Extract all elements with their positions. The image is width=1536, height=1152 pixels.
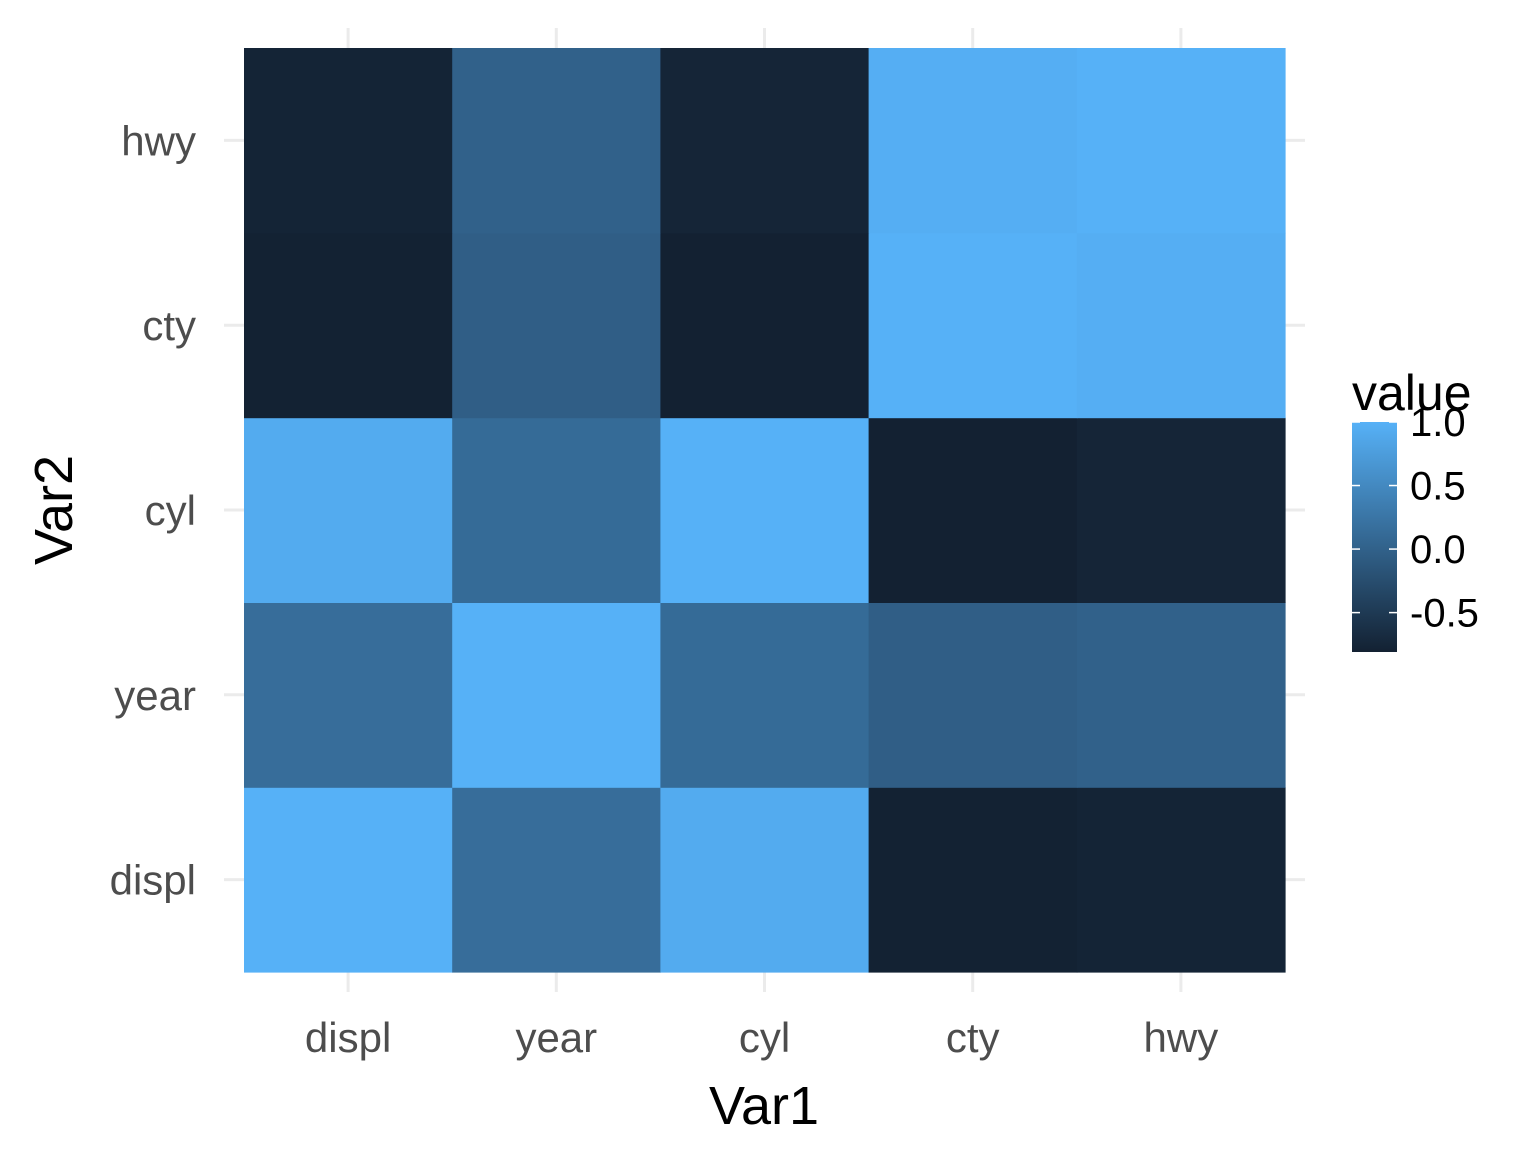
heatmap-cell-cty-year: [868, 602, 1078, 788]
legend-colorbar: [1352, 422, 1397, 652]
heatmap-cells: [244, 48, 1286, 973]
y-tick-label: cty: [142, 302, 196, 349]
heatmap-cell-cyl-hwy: [660, 48, 870, 234]
heatmap-cell-displ-year: [244, 602, 453, 788]
heatmap-cell-hwy-year: [1076, 602, 1286, 788]
heatmap-cell-hwy-cty: [1076, 232, 1286, 419]
heatmap-cell-displ-cyl: [244, 417, 453, 603]
y-tick-label: displ: [110, 857, 196, 904]
heatmap-cell-year-hwy: [452, 48, 661, 234]
heatmap-cell-cty-cty: [868, 232, 1078, 419]
heatmap-cell-cty-hwy: [868, 48, 1078, 234]
heatmap-cell-cyl-cty: [660, 232, 870, 419]
heatmap-cell-cty-displ: [868, 787, 1078, 973]
y-tick-label: year: [114, 672, 196, 719]
x-axis-title: Var1: [709, 1076, 819, 1136]
legend-tick-label: 0.5: [1410, 465, 1466, 509]
heatmap-cell-displ-hwy: [244, 48, 453, 234]
x-tick-label: year: [515, 1014, 597, 1061]
legend-tick-label: -0.5: [1410, 592, 1479, 636]
legend-title: value: [1352, 365, 1472, 421]
heatmap-cell-hwy-cyl: [1076, 417, 1286, 603]
heatmap-cell-year-cyl: [452, 417, 661, 603]
heatmap-cell-year-displ: [452, 787, 661, 973]
y-tick-label: cyl: [145, 487, 196, 534]
heatmap-cell-hwy-displ: [1076, 787, 1286, 973]
heatmap-cell-cyl-displ: [660, 787, 870, 973]
heatmap-cell-cty-cyl: [868, 417, 1078, 603]
x-tick-label: cyl: [739, 1014, 790, 1061]
y-axis-title: Var2: [24, 455, 84, 565]
x-tick-label: cty: [946, 1014, 1000, 1061]
heatmap-cell-hwy-hwy: [1076, 48, 1286, 234]
y-tick-labels: displ year cyl cty hwy: [110, 117, 196, 903]
heatmap-cell-year-year: [452, 602, 661, 788]
x-tick-labels: displ year cyl cty hwy: [305, 1014, 1218, 1061]
heatmap-cell-displ-cty: [244, 232, 453, 419]
heatmap-cell-displ-displ: [244, 787, 453, 973]
legend-tick-label: 0.0: [1410, 528, 1466, 572]
x-tick-label: hwy: [1144, 1014, 1219, 1061]
heatmap-cell-year-cty: [452, 232, 661, 419]
y-tick-label: hwy: [121, 117, 196, 164]
legend: value 1.0 0.5 0.0 -0.5: [1352, 365, 1479, 652]
heatmap-cell-cyl-year: [660, 602, 870, 788]
x-tick-label: displ: [305, 1014, 391, 1061]
heatmap-cell-cyl-cyl: [660, 417, 870, 603]
legend-tick-label: 1.0: [1410, 401, 1466, 445]
